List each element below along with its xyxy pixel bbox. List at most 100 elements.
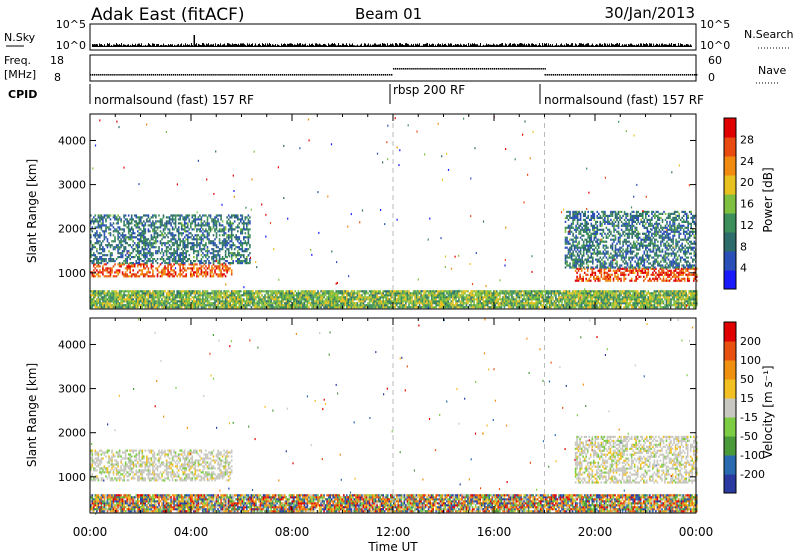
nsky-sample xyxy=(668,44,669,47)
echo-cell xyxy=(215,234,218,237)
freq-sample xyxy=(158,74,161,76)
echo-cell xyxy=(117,246,119,249)
echo-cell xyxy=(616,256,618,259)
echo-cell xyxy=(681,248,683,251)
echo-cell xyxy=(100,242,103,245)
echo-cell xyxy=(197,260,200,263)
echo-cell xyxy=(637,216,639,219)
echo-cell xyxy=(232,244,234,247)
echo-cell xyxy=(591,273,594,276)
echo-cell xyxy=(93,254,95,257)
echo-cell xyxy=(673,252,676,255)
echo-cell xyxy=(582,279,584,282)
echo-cell xyxy=(120,240,122,243)
cpid-segment-2: rbsp 200 RF xyxy=(393,83,465,97)
echo-cell xyxy=(572,242,574,245)
freq-sample xyxy=(245,74,247,76)
echo-cell xyxy=(593,218,596,221)
echo-cell xyxy=(149,240,151,243)
freq-sample xyxy=(425,68,427,70)
echo-cell xyxy=(202,224,204,227)
freq-sample xyxy=(568,74,571,76)
echo-cell xyxy=(661,248,664,251)
nsky-sample xyxy=(555,45,556,47)
echo-cell xyxy=(660,264,662,267)
echo-cell xyxy=(129,294,131,297)
echo-cell xyxy=(146,252,148,255)
echo-cell xyxy=(594,273,597,276)
echo-cell xyxy=(237,260,239,263)
echo-cell xyxy=(687,214,689,217)
echo-cell xyxy=(112,302,115,305)
echo-cell xyxy=(590,218,593,221)
echo-cell xyxy=(179,252,181,255)
echo-cell xyxy=(626,246,629,249)
echo-cell xyxy=(173,236,175,239)
echo-cell xyxy=(692,230,694,233)
echo-cell xyxy=(203,244,206,247)
echo-cell xyxy=(171,294,174,297)
echo-cell xyxy=(138,296,141,299)
echo-cell xyxy=(572,216,574,219)
echo-cell xyxy=(657,260,659,263)
echo-cell xyxy=(212,240,215,243)
echo-cell xyxy=(205,222,207,225)
echo-cell xyxy=(140,232,142,235)
nsky-sample xyxy=(380,43,381,47)
echo-cell xyxy=(588,240,591,243)
nsky-sample xyxy=(118,44,119,47)
echo-cell xyxy=(640,212,642,215)
echo-cell xyxy=(593,244,596,247)
nsky-sample xyxy=(327,46,328,47)
echo-cell xyxy=(574,279,577,282)
echo-cell xyxy=(669,232,671,235)
freq-sample xyxy=(241,74,243,76)
echo-cell xyxy=(170,273,172,276)
echo-cell xyxy=(123,250,125,253)
echo-cell xyxy=(613,228,615,231)
echo-cell xyxy=(118,240,121,243)
nsky-sample xyxy=(315,43,316,47)
echo-cell xyxy=(150,292,153,295)
echo-cell xyxy=(100,262,103,265)
echo-cell xyxy=(174,302,177,305)
echo-cell xyxy=(100,292,103,295)
echo-cell xyxy=(140,252,142,255)
echo-cell xyxy=(230,244,233,247)
echo-cell xyxy=(666,262,668,265)
echo-cell xyxy=(683,267,686,270)
echo-cell xyxy=(637,210,639,213)
echo-cell xyxy=(649,242,652,245)
freq-sample xyxy=(374,74,377,76)
echo-cell xyxy=(608,262,611,265)
echo-cell xyxy=(188,236,191,239)
echo-cell xyxy=(601,234,603,237)
nsky-sample xyxy=(575,43,576,47)
freq-sample xyxy=(538,68,540,70)
echo-cell xyxy=(599,228,602,231)
echo-cell xyxy=(174,252,177,255)
echo-cell xyxy=(590,252,593,255)
nsky-sample xyxy=(549,45,550,47)
echo-cell xyxy=(692,258,694,261)
echo-cell xyxy=(126,302,128,305)
freq-sample xyxy=(669,74,672,76)
echo-cell xyxy=(146,302,148,305)
echo-cell xyxy=(171,254,174,257)
echo-cell xyxy=(597,269,600,272)
echo-cell xyxy=(579,214,582,217)
echo-cell xyxy=(130,292,133,295)
echo-cell xyxy=(129,306,131,309)
echo-cell xyxy=(669,266,671,269)
echo-cell xyxy=(200,230,203,233)
echo-cell xyxy=(601,262,603,265)
echo-cell xyxy=(567,230,570,233)
echo-cell xyxy=(126,222,128,225)
freq-sample xyxy=(502,68,504,70)
echo-cell xyxy=(120,265,122,268)
echo-cell xyxy=(221,230,224,233)
echo-cell xyxy=(203,254,206,257)
echo-cell xyxy=(196,234,198,237)
echo-cell xyxy=(140,258,142,261)
echo-cell xyxy=(170,300,172,303)
